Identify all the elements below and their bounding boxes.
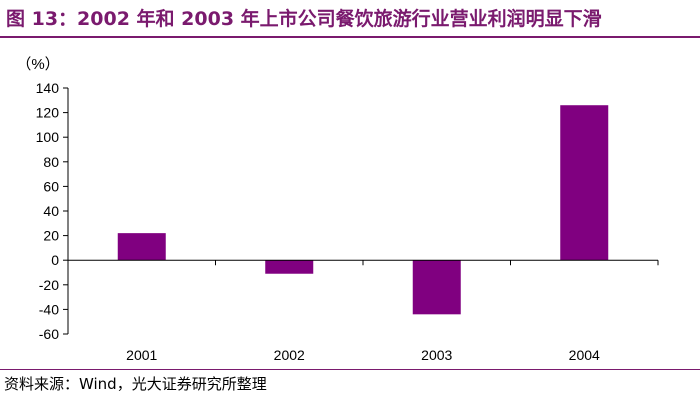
bar-chart: （%） 140 120 100 80 60 40 20 0 -20 -40 -60 2001 2002…	[16, 56, 659, 363]
x-tick-label: 2001	[126, 347, 157, 363]
x-tick-label: 2002	[274, 347, 305, 363]
source-divider	[0, 369, 700, 370]
y-tick-label: 140	[36, 80, 60, 96]
x-axis-labels: 2001 2002 2003 2004	[126, 260, 659, 363]
y-tick-label: 100	[36, 129, 60, 145]
y-tick-label: 80	[43, 154, 59, 170]
y-tick-label: -60	[39, 326, 59, 342]
bar-2003	[412, 260, 461, 315]
source-note: 资料来源：Wind，光大证券研究所整理	[4, 375, 267, 393]
y-tick-label: 20	[43, 228, 59, 244]
y-axis-ticks: 140 120 100 80 60 40 20 0 -20 -40 -60	[36, 80, 68, 342]
y-tick-label: 0	[51, 252, 59, 268]
bars	[117, 105, 609, 315]
bar-2002	[265, 260, 314, 274]
y-tick-label: 60	[43, 178, 59, 194]
y-axis-label: （%）	[16, 56, 59, 73]
y-tick-label: 120	[36, 105, 60, 121]
y-tick-label: -20	[39, 277, 59, 293]
bar-2004	[560, 105, 609, 261]
x-tick-label: 2004	[569, 347, 600, 363]
bar-2001	[117, 233, 166, 261]
chart-title: 图 13：2002 年和 2003 年上市公司餐饮旅游行业营业利润明显下滑	[6, 8, 602, 30]
x-tick-label: 2003	[421, 347, 452, 363]
y-tick-label: 40	[43, 203, 59, 219]
title-divider	[0, 36, 700, 38]
y-tick-label: -40	[39, 301, 59, 317]
